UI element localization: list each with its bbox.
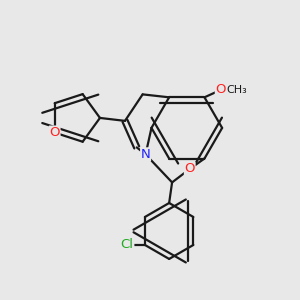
- Text: N: N: [141, 148, 151, 161]
- Text: Cl: Cl: [121, 238, 134, 251]
- Text: O: O: [50, 126, 60, 139]
- Text: O: O: [184, 163, 195, 176]
- Text: CH₃: CH₃: [226, 85, 247, 95]
- Text: O: O: [215, 83, 226, 97]
